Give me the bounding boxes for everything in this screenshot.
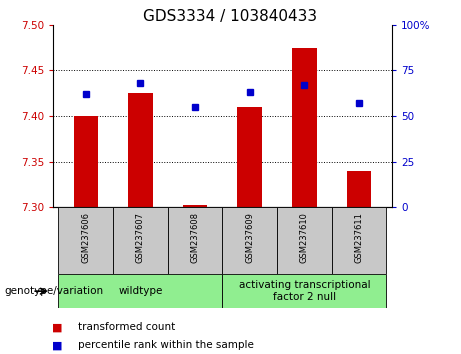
Text: GSM237608: GSM237608: [190, 212, 200, 263]
Text: transformed count: transformed count: [78, 322, 176, 332]
Bar: [222, 274, 386, 308]
Text: GDS3334 / 103840433: GDS3334 / 103840433: [143, 9, 318, 24]
Bar: [292, 47, 317, 207]
Text: ■: ■: [53, 340, 63, 350]
Text: GSM237609: GSM237609: [245, 212, 254, 263]
Text: wildtype: wildtype: [118, 286, 163, 296]
Bar: [59, 207, 113, 274]
Text: GSM237606: GSM237606: [81, 212, 90, 263]
Bar: [183, 205, 207, 207]
Bar: [237, 107, 262, 207]
Bar: [347, 171, 372, 207]
Text: activating transcriptional
factor 2 null: activating transcriptional factor 2 null: [239, 280, 370, 302]
Bar: [222, 207, 277, 274]
Bar: [168, 207, 222, 274]
Bar: [128, 93, 153, 207]
Text: GSM237610: GSM237610: [300, 212, 309, 263]
Text: ■: ■: [53, 322, 63, 332]
Text: percentile rank within the sample: percentile rank within the sample: [78, 340, 254, 350]
Bar: [277, 207, 332, 274]
Bar: [73, 116, 98, 207]
Text: GSM237607: GSM237607: [136, 212, 145, 263]
Bar: [332, 207, 386, 274]
Bar: [113, 207, 168, 274]
Text: genotype/variation: genotype/variation: [5, 286, 104, 296]
Bar: [59, 274, 223, 308]
Text: GSM237611: GSM237611: [355, 212, 364, 263]
